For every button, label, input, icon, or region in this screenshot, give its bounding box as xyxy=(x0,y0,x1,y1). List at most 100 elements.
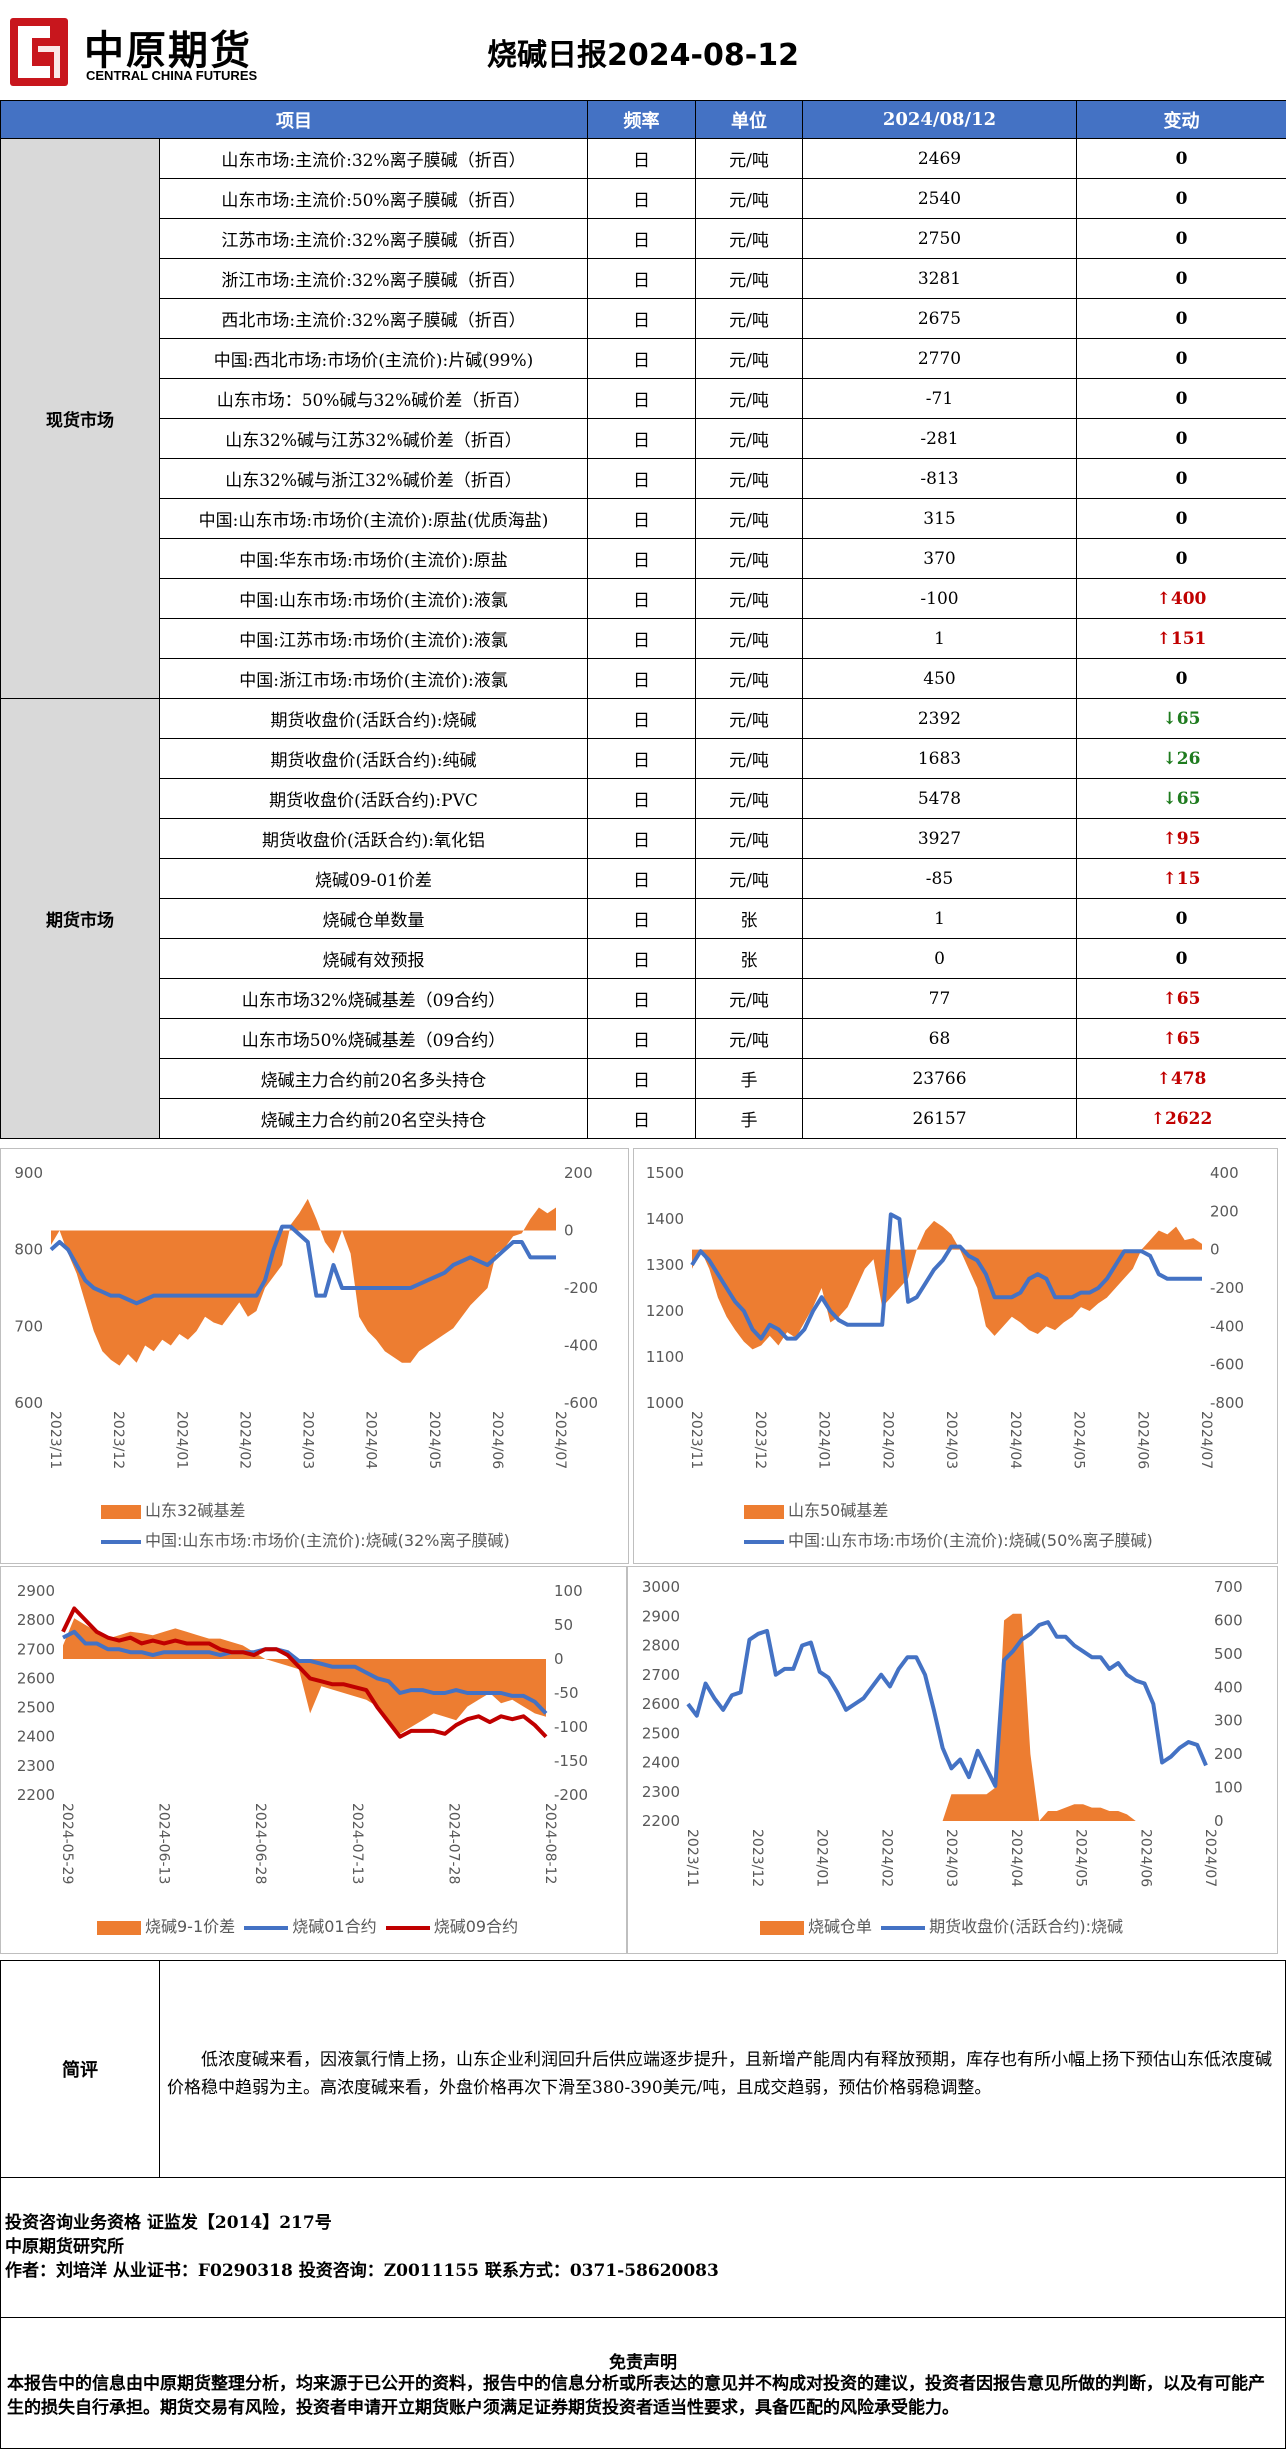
table-row: 烧碱主力合约前20名多头持仓日手 23766 ↑478 xyxy=(1,1058,1286,1099)
value-cell: 23766 xyxy=(802,1058,1077,1099)
header-change: 变动 xyxy=(1076,100,1286,139)
item-cell: 烧碱09-01价差 xyxy=(159,858,588,899)
logo-english-name: CENTRAL CHINA FUTURES xyxy=(86,68,258,83)
frequency-cell: 日 xyxy=(587,698,696,739)
legend-swatch xyxy=(760,1920,804,1935)
change-cell: 0 xyxy=(1076,458,1286,499)
value-cell: -281 xyxy=(802,418,1077,459)
item-cell: 期货收盘价(活跃合约):纯碱 xyxy=(159,738,588,779)
chart-plot: 1000 1100 1200 1300 1400 1500 -800 -600 -400 -200… xyxy=(646,1164,1244,1469)
disclaimer-title: 免责声明 xyxy=(609,2353,677,2373)
frequency-cell: 日 xyxy=(587,738,696,779)
report-title: 烧碱日报2024-08-12 xyxy=(487,38,799,73)
chart-spread-9-1: 2200 2300 2400 2500 2600 2700 2800 2900 -200 -150… xyxy=(0,1566,627,1954)
item-cell: 山东市场：50%碱与32%碱价差（折百） xyxy=(159,378,588,419)
comment-text: 低浓度碱来看，因液氯行情上扬，山东企业利润回升后供应端逐步提升，且新增产能周内有… xyxy=(167,2050,1272,2098)
frequency-cell: 日 xyxy=(587,538,696,579)
change-cell: 0 xyxy=(1076,658,1286,699)
y-left-tick-label: 2700 xyxy=(17,1640,55,1658)
y-left-tick-label: 2600 xyxy=(17,1669,55,1687)
unit-cell: 元/吨 xyxy=(695,618,803,659)
item-cell: 烧碱仓单数量 xyxy=(159,898,588,939)
change-cell: 0 xyxy=(1076,938,1286,979)
unit-cell: 张 xyxy=(695,938,803,979)
frequency-cell: 日 xyxy=(587,178,696,219)
category-cell: 期货市场 xyxy=(0,698,160,1139)
unit-cell: 元/吨 xyxy=(695,418,803,459)
x-tick-label: 2024-08-12 xyxy=(542,1803,558,1884)
y-left-tick-label: 2400 xyxy=(642,1754,680,1772)
legend-swatch xyxy=(244,1925,289,1930)
header-item: 项目 xyxy=(0,100,588,139)
table-row: 山东市场32%烧碱基差（09合约）日元/吨 77 ↑65 xyxy=(1,978,1286,1019)
legend-swatch xyxy=(881,1925,926,1930)
y-left-tick-label: 1200 xyxy=(646,1302,684,1320)
chart-plot: 2200 2300 2400 2500 2600 2700 2800 2900 3000 0 100… xyxy=(642,1578,1243,1887)
x-tick-label: 2024/03 xyxy=(943,1829,959,1887)
table-row: 山东市场:主流价:50%离子膜碱（折百）日元/吨 2540 0 xyxy=(1,178,1286,219)
item-cell: 西北市场:主流价:32%离子膜碱（折百） xyxy=(159,298,588,339)
item-cell: 期货收盘价(活跃合约):烧碱 xyxy=(159,698,588,739)
legend-swatch xyxy=(744,1504,784,1519)
table-row: 烧碱仓单数量日张 1 0 xyxy=(1,898,1286,939)
legend-item: 山东50碱基差 xyxy=(744,1497,1153,1521)
area-series xyxy=(63,1618,546,1734)
change-cell: ↑478 xyxy=(1076,1058,1286,1099)
frequency-cell: 日 xyxy=(587,418,696,459)
x-tick-label: 2024/02 xyxy=(879,1411,895,1469)
y-right-tick-label: 0 xyxy=(1214,1812,1224,1830)
item-cell: 期货收盘价(活跃合约):PVC xyxy=(159,778,588,819)
frequency-cell: 日 xyxy=(587,458,696,499)
y-right-tick-label: 200 xyxy=(564,1164,593,1182)
line-series xyxy=(61,1606,548,1739)
change-cell: ↑95 xyxy=(1076,818,1286,859)
frequency-cell: 日 xyxy=(587,898,696,939)
x-tick-label: 2024-06-13 xyxy=(156,1803,172,1884)
unit-cell: 元/吨 xyxy=(695,658,803,699)
y-left-tick-label: 2600 xyxy=(642,1695,680,1713)
change-cell: 0 xyxy=(1076,258,1286,299)
value-cell: 1 xyxy=(802,618,1077,659)
frequency-cell: 日 xyxy=(587,778,696,819)
frequency-cell: 日 xyxy=(587,618,696,659)
value-cell: -85 xyxy=(802,858,1077,899)
change-cell: 0 xyxy=(1076,538,1286,579)
y-left-tick-label: 2200 xyxy=(642,1812,680,1830)
frequency-cell: 日 xyxy=(587,1058,696,1099)
value-cell: 3281 xyxy=(802,258,1077,299)
line-series xyxy=(686,1620,1208,1788)
item-cell: 中国:西北市场:市场价(主流价):片碱(99%) xyxy=(159,338,588,379)
value-cell: 2750 xyxy=(802,218,1077,259)
x-tick-label: 2024/02 xyxy=(236,1411,252,1469)
value-cell: 450 xyxy=(802,658,1077,699)
change-cell: ↓65 xyxy=(1076,698,1286,739)
unit-cell: 元/吨 xyxy=(695,978,803,1019)
author-line: 作者：刘培洋 从业证书：F0290318 投资咨询：Z0011155 联系方式：… xyxy=(5,2261,719,2281)
x-tick-label: 2024/01 xyxy=(814,1829,830,1887)
unit-cell: 元/吨 xyxy=(695,458,803,499)
change-cell: 0 xyxy=(1076,418,1286,459)
y-right-tick-label: 700 xyxy=(1214,1578,1243,1596)
y-right-tick-label: 0 xyxy=(1210,1241,1220,1259)
line-series xyxy=(690,1212,1202,1341)
x-tick-label: 2024/02 xyxy=(878,1829,894,1887)
unit-cell: 元/吨 xyxy=(695,138,803,179)
company-logo: 中原期货 CENTRAL CHINA FUTURES xyxy=(10,18,260,90)
y-left-tick-label: 1100 xyxy=(646,1348,684,1366)
chart-legend: 山东32碱基差 中国:山东市场:市场价(主流价):烧碱(32%离子膜碱) xyxy=(101,1497,510,1551)
unit-cell: 张 xyxy=(695,898,803,939)
frequency-cell: 日 xyxy=(587,298,696,339)
legend-label: 中国:山东市场:市场价(主流价):烧碱(32%离子膜碱) xyxy=(145,1531,510,1550)
change-cell: 0 xyxy=(1076,178,1286,219)
table-row: 江苏市场:主流价:32%离子膜碱（折百）日元/吨 2750 0 xyxy=(1,218,1286,259)
y-right-tick-label: 400 xyxy=(1210,1164,1239,1182)
table-row: 现货市场 山东市场:主流价:32%离子膜碱（折百）日元/吨 2469 0 xyxy=(0,138,1286,699)
value-cell: 315 xyxy=(802,498,1077,539)
unit-cell: 手 xyxy=(695,1058,803,1099)
legend-swatch xyxy=(101,1539,141,1544)
license-line: 投资咨询业务资格 证监发【2014】217号 xyxy=(5,2213,332,2233)
chart-legend: 烧碱9-1价差 烧碱01合约 烧碱09合约 xyxy=(97,1913,518,1937)
y-right-tick-label: 100 xyxy=(1214,1779,1243,1797)
frequency-cell: 日 xyxy=(587,138,696,179)
change-cell: 0 xyxy=(1076,498,1286,539)
